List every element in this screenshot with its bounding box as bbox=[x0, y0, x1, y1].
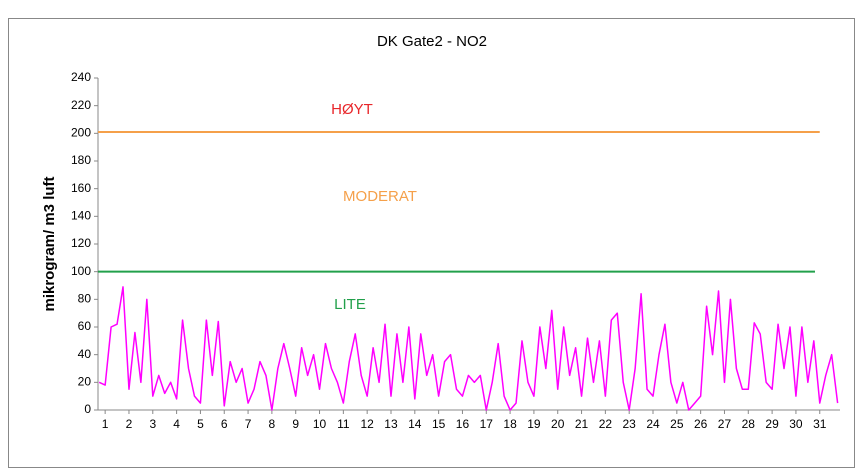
y-tick-label: 160 bbox=[71, 181, 91, 195]
x-tick-label: 6 bbox=[221, 417, 228, 431]
x-tick-label: 3 bbox=[149, 417, 156, 431]
y-tick-label: 180 bbox=[71, 153, 91, 167]
x-tick-label: 23 bbox=[623, 417, 637, 431]
y-tick-label: 200 bbox=[71, 126, 91, 140]
x-tick-label: 18 bbox=[503, 417, 517, 431]
x-tick-label: 4 bbox=[173, 417, 180, 431]
y-tick-label: 60 bbox=[78, 319, 92, 333]
x-tick-label: 21 bbox=[575, 417, 589, 431]
y-tick-label: 40 bbox=[78, 347, 92, 361]
x-tick-label: 8 bbox=[269, 417, 276, 431]
zone-label: MODERAT bbox=[343, 188, 417, 205]
y-tick-label: 240 bbox=[71, 70, 91, 84]
x-tick-label: 30 bbox=[789, 417, 803, 431]
x-tick-label: 25 bbox=[670, 417, 684, 431]
x-tick-label: 10 bbox=[313, 417, 327, 431]
chart-frame bbox=[8, 18, 855, 468]
x-tick-label: 20 bbox=[551, 417, 565, 431]
y-tick-label: 20 bbox=[78, 375, 92, 389]
y-tick-label: 100 bbox=[71, 264, 91, 278]
x-tick-label: 14 bbox=[408, 417, 422, 431]
y-tick-label: 0 bbox=[84, 402, 91, 416]
y-axis-label: mikrogram/ m3 luft bbox=[41, 176, 58, 311]
y-tick-label: 220 bbox=[71, 98, 91, 112]
x-tick-label: 1 bbox=[102, 417, 109, 431]
zone-label: HØYT bbox=[331, 101, 373, 118]
x-tick-label: 15 bbox=[432, 417, 446, 431]
y-tick-label: 140 bbox=[71, 209, 91, 223]
y-tick-label: 80 bbox=[78, 292, 92, 306]
x-tick-label: 24 bbox=[646, 417, 660, 431]
x-tick-label: 27 bbox=[718, 417, 732, 431]
x-tick-label: 2 bbox=[126, 417, 133, 431]
y-tick-label: 120 bbox=[71, 236, 91, 250]
zone-label: LITE bbox=[334, 296, 366, 313]
x-tick-label: 5 bbox=[197, 417, 204, 431]
x-tick-label: 19 bbox=[527, 417, 541, 431]
x-tick-label: 13 bbox=[384, 417, 398, 431]
chart-title: DK Gate2 - NO2 bbox=[377, 33, 487, 50]
x-tick-label: 22 bbox=[599, 417, 613, 431]
x-tick-label: 29 bbox=[765, 417, 779, 431]
x-tick-label: 11 bbox=[337, 417, 350, 431]
x-tick-label: 7 bbox=[245, 417, 252, 431]
x-tick-label: 28 bbox=[742, 417, 756, 431]
x-tick-label: 31 bbox=[813, 417, 827, 431]
x-tick-label: 16 bbox=[456, 417, 470, 431]
x-tick-label: 12 bbox=[360, 417, 374, 431]
x-tick-label: 26 bbox=[694, 417, 708, 431]
x-tick-label: 9 bbox=[292, 417, 299, 431]
data-line bbox=[98, 286, 839, 411]
x-tick-label: 17 bbox=[480, 417, 494, 431]
